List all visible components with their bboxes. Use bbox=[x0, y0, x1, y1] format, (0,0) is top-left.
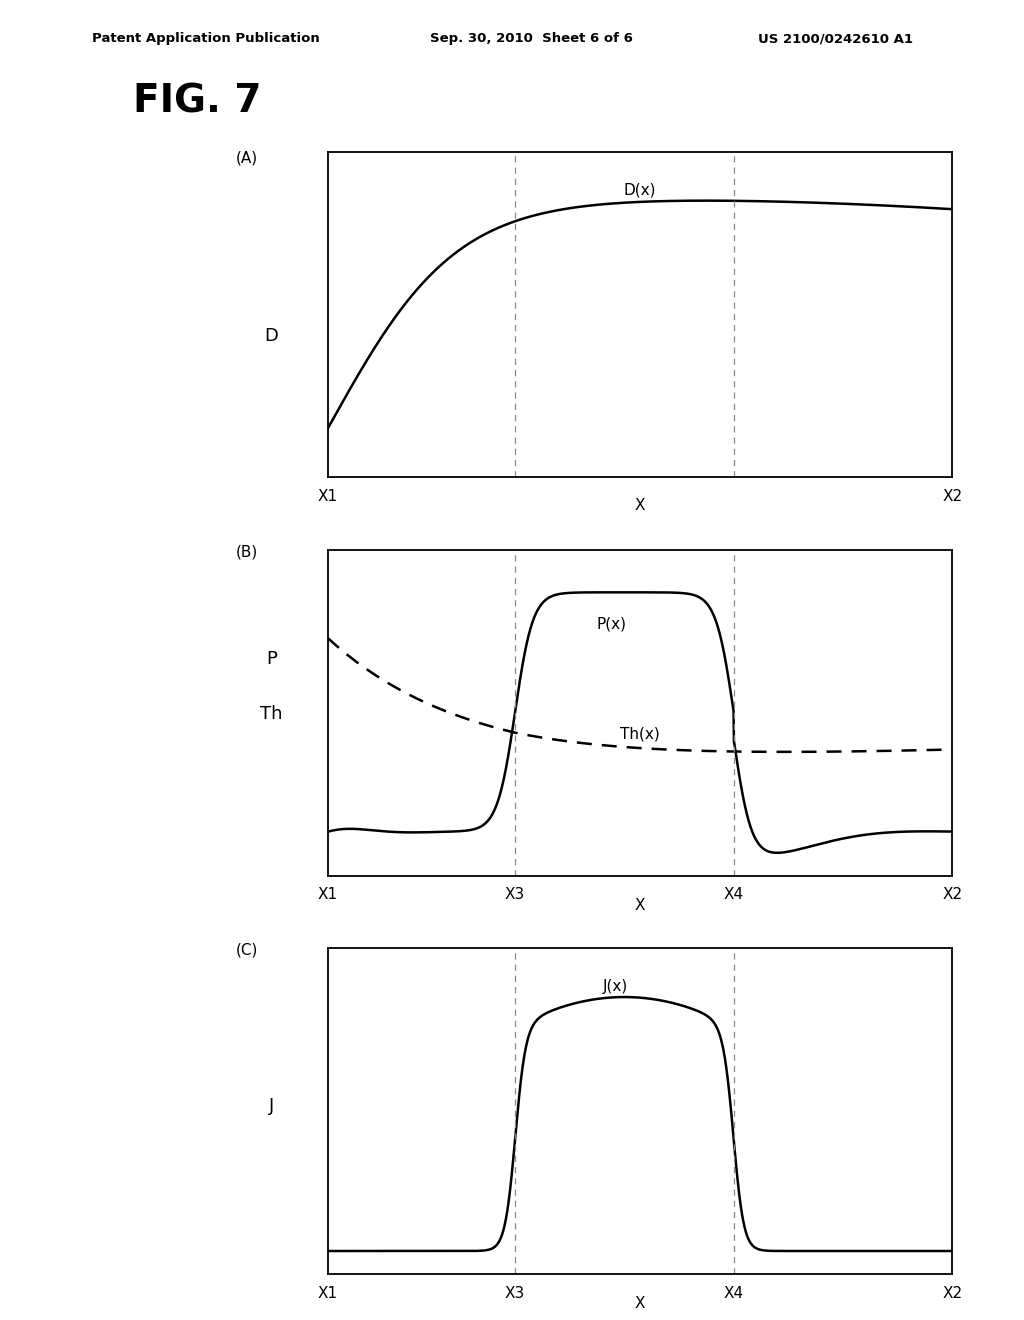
Text: (C): (C) bbox=[236, 942, 258, 958]
Text: Th: Th bbox=[260, 705, 283, 723]
Text: D: D bbox=[264, 327, 279, 345]
Text: X1: X1 bbox=[317, 887, 338, 903]
Text: P: P bbox=[266, 649, 276, 668]
Text: X1: X1 bbox=[317, 1286, 338, 1300]
Text: X4: X4 bbox=[724, 887, 743, 903]
Text: J: J bbox=[268, 1097, 274, 1115]
Text: X: X bbox=[635, 898, 645, 913]
Text: Th(x): Th(x) bbox=[621, 727, 659, 742]
Text: X3: X3 bbox=[505, 1286, 525, 1300]
Text: D(x): D(x) bbox=[624, 182, 656, 197]
Text: FIG. 7: FIG. 7 bbox=[133, 82, 261, 120]
Text: (B): (B) bbox=[236, 545, 258, 560]
Text: X2: X2 bbox=[942, 887, 963, 903]
Text: P(x): P(x) bbox=[597, 616, 627, 631]
Text: X: X bbox=[635, 499, 645, 513]
Text: J(x): J(x) bbox=[602, 978, 628, 994]
Text: (A): (A) bbox=[236, 150, 258, 165]
Text: Patent Application Publication: Patent Application Publication bbox=[92, 32, 319, 45]
Text: X1: X1 bbox=[317, 490, 338, 504]
Text: X2: X2 bbox=[942, 1286, 963, 1300]
Text: X2: X2 bbox=[942, 490, 963, 504]
Text: US 2100/0242610 A1: US 2100/0242610 A1 bbox=[758, 32, 912, 45]
Text: X4: X4 bbox=[724, 1286, 743, 1300]
Text: X3: X3 bbox=[505, 887, 525, 903]
Text: X: X bbox=[635, 1296, 645, 1311]
Text: Sep. 30, 2010  Sheet 6 of 6: Sep. 30, 2010 Sheet 6 of 6 bbox=[430, 32, 633, 45]
